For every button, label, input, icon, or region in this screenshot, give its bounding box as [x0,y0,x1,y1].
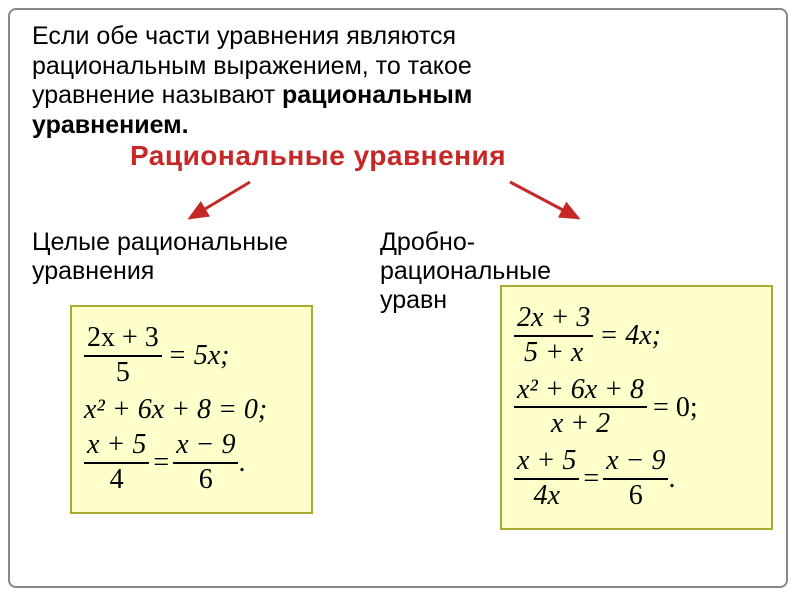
right-eq1-den: 5 + x [521,338,586,369]
left-col-line1: Целые рациональные [32,228,288,256]
right-eq3-tail: . [668,464,675,493]
main-heading: Рациональные уравнения [130,140,506,172]
left-eq1-num: 2x + 3 [84,323,162,354]
right-eq3-rden: 6 [626,481,646,512]
intro-line3-bold: рациональным [282,81,472,109]
equals-sign-r: = [583,464,599,493]
left-eq3-rden: 6 [196,465,216,496]
right-col-line1: Дробно- [380,228,475,256]
left-col-line2: уравнения [32,257,154,285]
left-equation-box: 2x + 3 5 = 5x; x² + 6x + 8 = 0; x + 5 4 … [70,305,313,514]
equals-sign: = [153,448,169,477]
left-eq1-rhs: = 5x; [168,341,230,370]
right-eq2-rhs: = 0; [653,393,698,422]
intro-line1: Если обе части уравнения являются [32,22,456,50]
left-column-label: Целые рациональные уравнения [32,228,362,286]
intro-paragraph: Если обе части уравнения являются рацион… [32,22,764,140]
right-equation-box: 2x + 3 5 + x = 4x; x² + 6x + 8 x + 2 = 0… [500,285,773,530]
right-eq1-num: 2x + 3 [514,303,593,334]
arrow-right [510,182,578,218]
left-eq3-lden: 4 [107,465,127,496]
right-eq3-lden: 4x [530,481,562,512]
right-eq1: 2x + 3 5 + x = 4x; [514,303,759,369]
right-col-line2: рациональные [380,257,551,285]
arrow-left [190,182,250,218]
right-eq3-rnum: x − 9 [603,446,668,477]
left-eq3: x + 5 4 = x − 9 6 . [84,430,299,496]
left-eq1-den: 5 [113,358,133,389]
right-eq1-rhs: = 4x; [599,321,661,350]
intro-line4-bold: уравнением. [32,111,189,139]
right-eq3-lnum: x + 5 [514,446,579,477]
left-eq1: 2x + 3 5 = 5x; [84,323,299,389]
right-eq2-den: x + 2 [548,409,613,440]
slide-frame: Если обе части уравнения являются рацион… [8,8,788,588]
left-eq3-lnum: x + 5 [84,430,149,461]
right-eq2: x² + 6x + 8 x + 2 = 0; [514,375,759,441]
right-eq3: x + 5 4x = x − 9 6 . [514,446,759,512]
right-eq2-num: x² + 6x + 8 [514,375,647,406]
intro-line3a: уравнение называют [32,81,282,109]
left-eq3-tail: . [238,448,245,477]
intro-line2: рациональным выражением, то такое [32,52,472,80]
left-eq3-rnum: x − 9 [173,430,238,461]
left-eq2: x² + 6x + 8 = 0; [84,395,299,424]
right-col-line3: уравн [380,286,447,314]
